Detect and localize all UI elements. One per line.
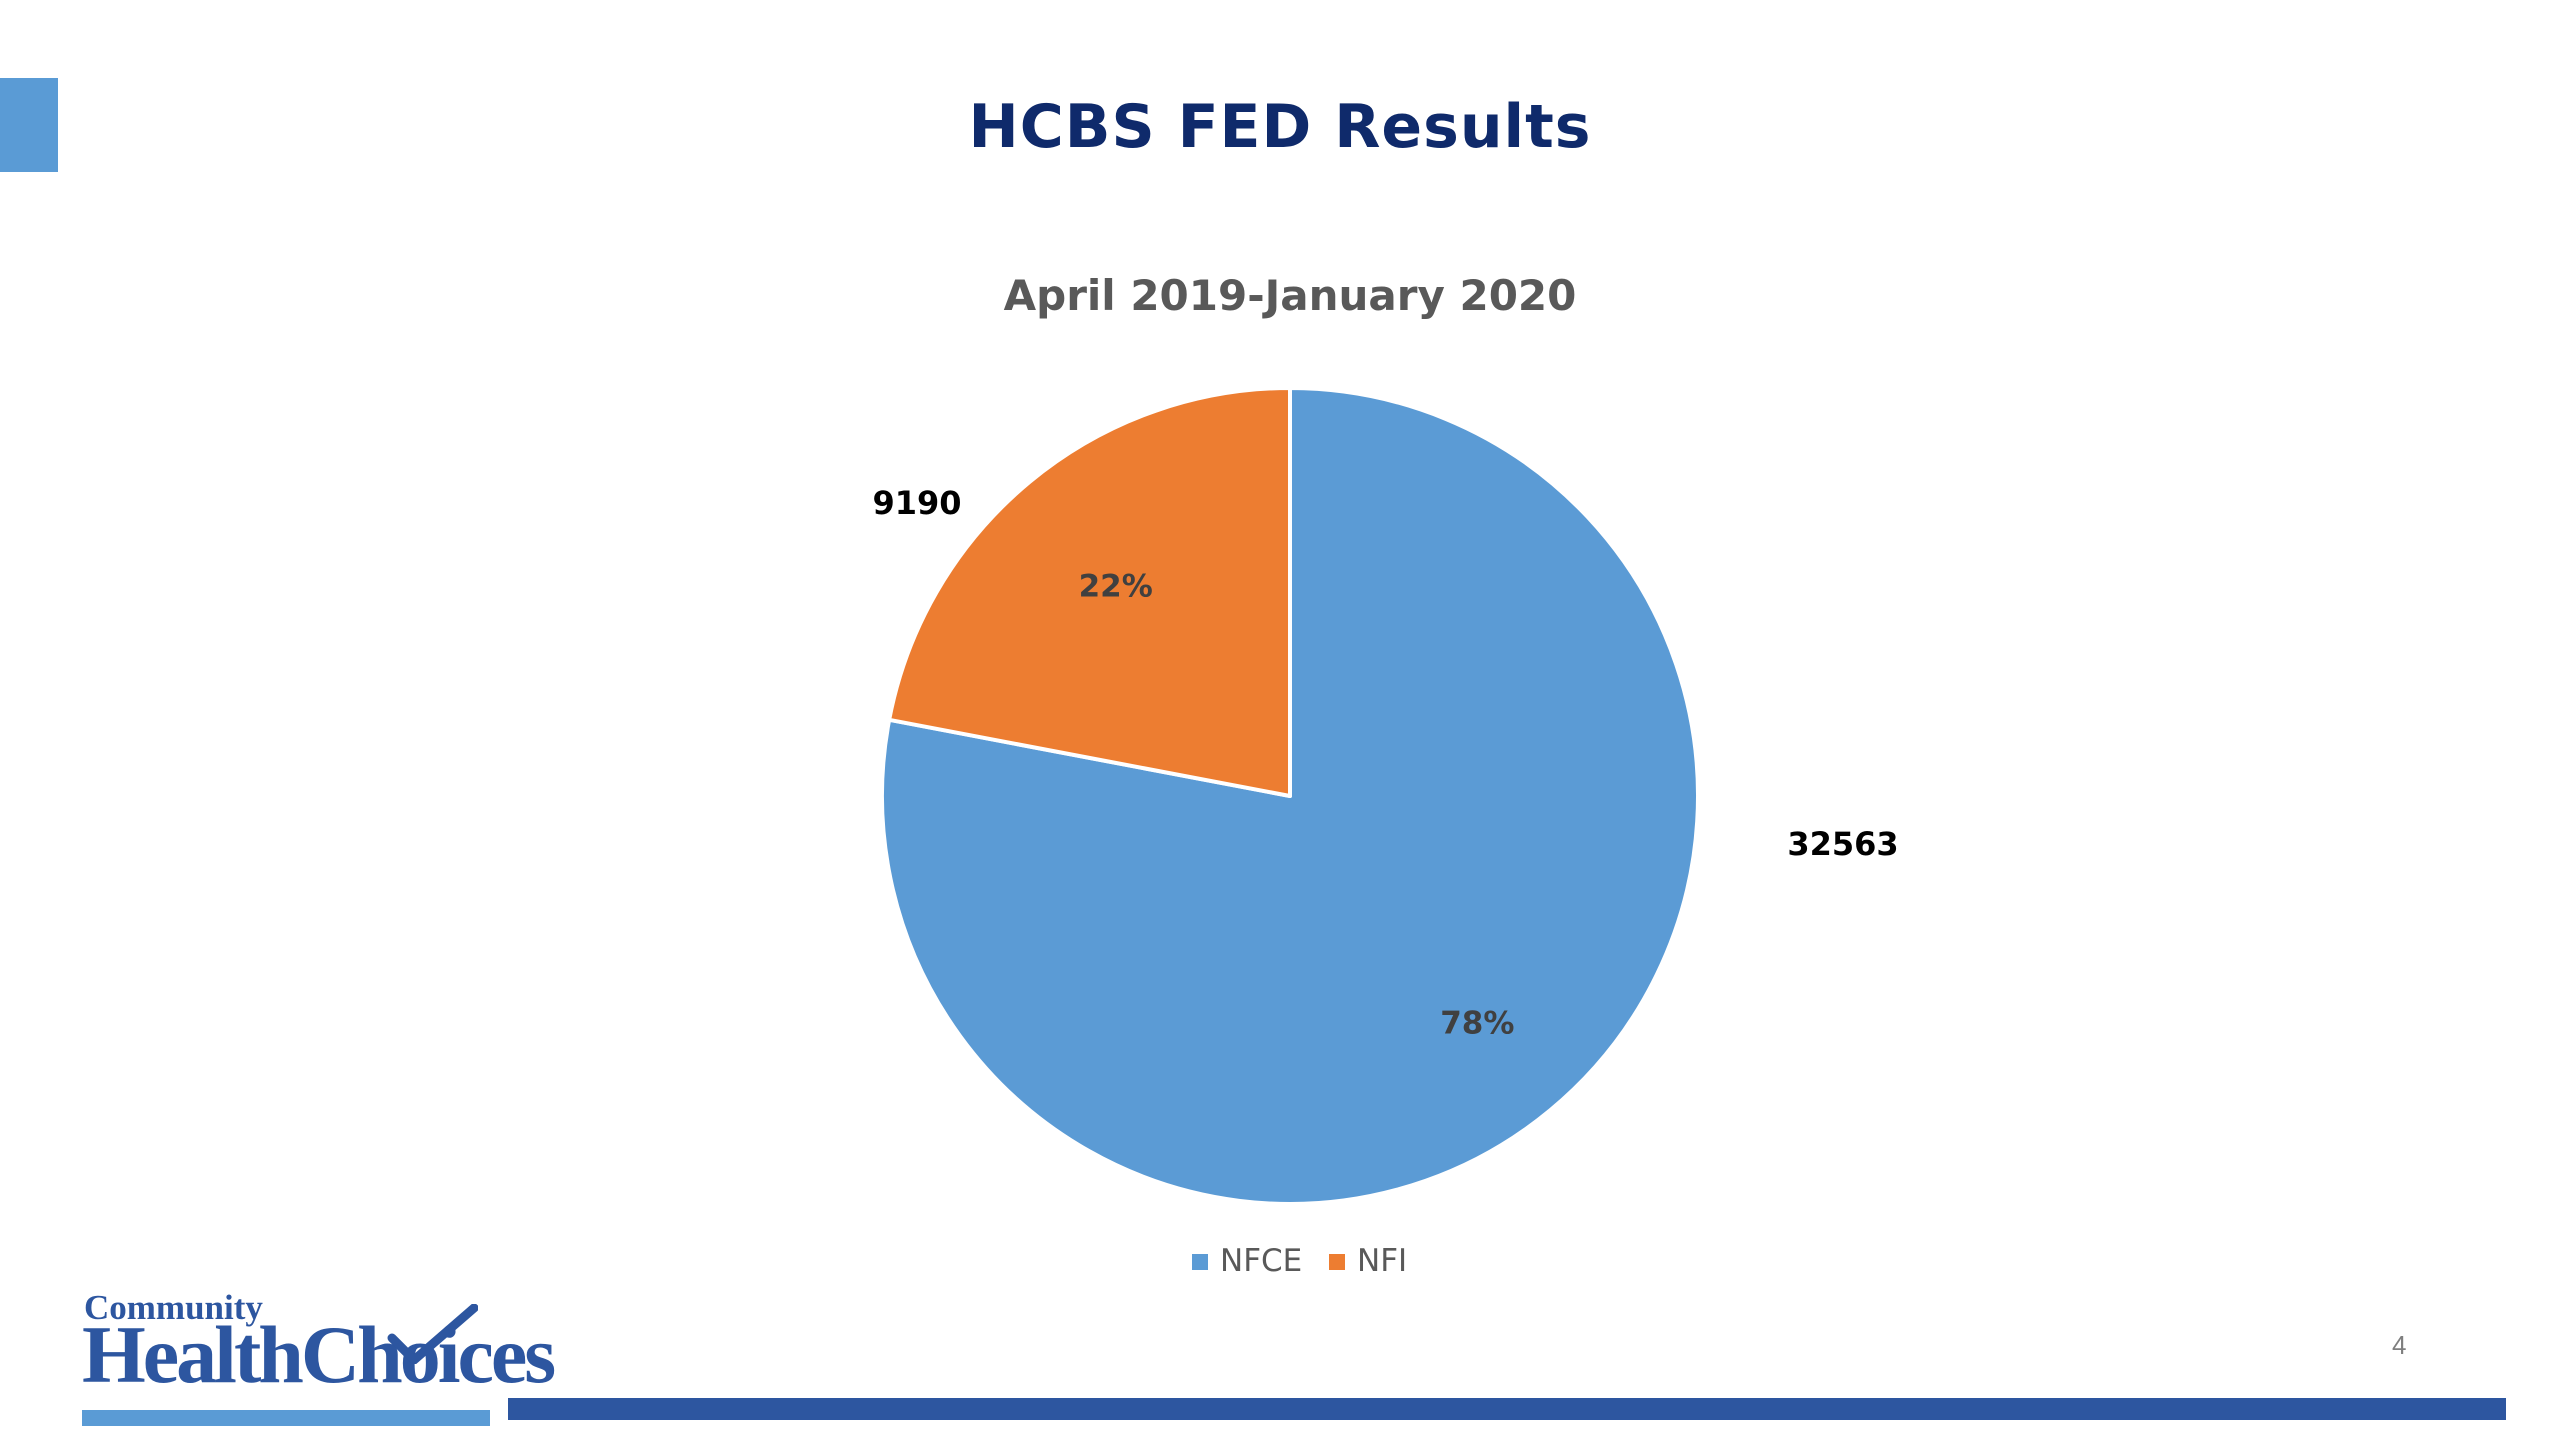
logo-underline [82, 1410, 490, 1426]
logo-text-healthchoices: HealthChoices [82, 1309, 556, 1400]
pie-slice-nfi [887, 386, 1292, 798]
value-label-nfce: 32563 [1787, 825, 1898, 863]
value-label-nfi: 9190 [872, 484, 961, 522]
percent-label-nfce: 78% [1440, 1005, 1514, 1041]
legend-swatch-nfce [1192, 1254, 1208, 1270]
accent-block [0, 78, 58, 172]
legend-swatch-nfi [1329, 1254, 1345, 1270]
footer-bar [508, 1398, 2506, 1420]
legend: NFCE NFI [1192, 1243, 1407, 1279]
pie-slices [880, 386, 1700, 1206]
community-healthchoices-logo: Community HealthChoices [82, 1288, 556, 1428]
checkmark-icon [387, 1304, 478, 1364]
percent-labels: 78% 22% [1079, 568, 1515, 1041]
chart-title: April 2019-January 2020 [1004, 271, 1577, 320]
percent-label-nfi: 22% [1079, 568, 1153, 604]
legend-label-nfi: NFI [1357, 1243, 1407, 1279]
slide-title: HCBS FED Results [968, 92, 1592, 162]
page-number: 4 [2392, 1330, 2407, 1360]
legend-label-nfce: NFCE [1220, 1243, 1302, 1279]
logo-text-community: Community [84, 1288, 263, 1327]
